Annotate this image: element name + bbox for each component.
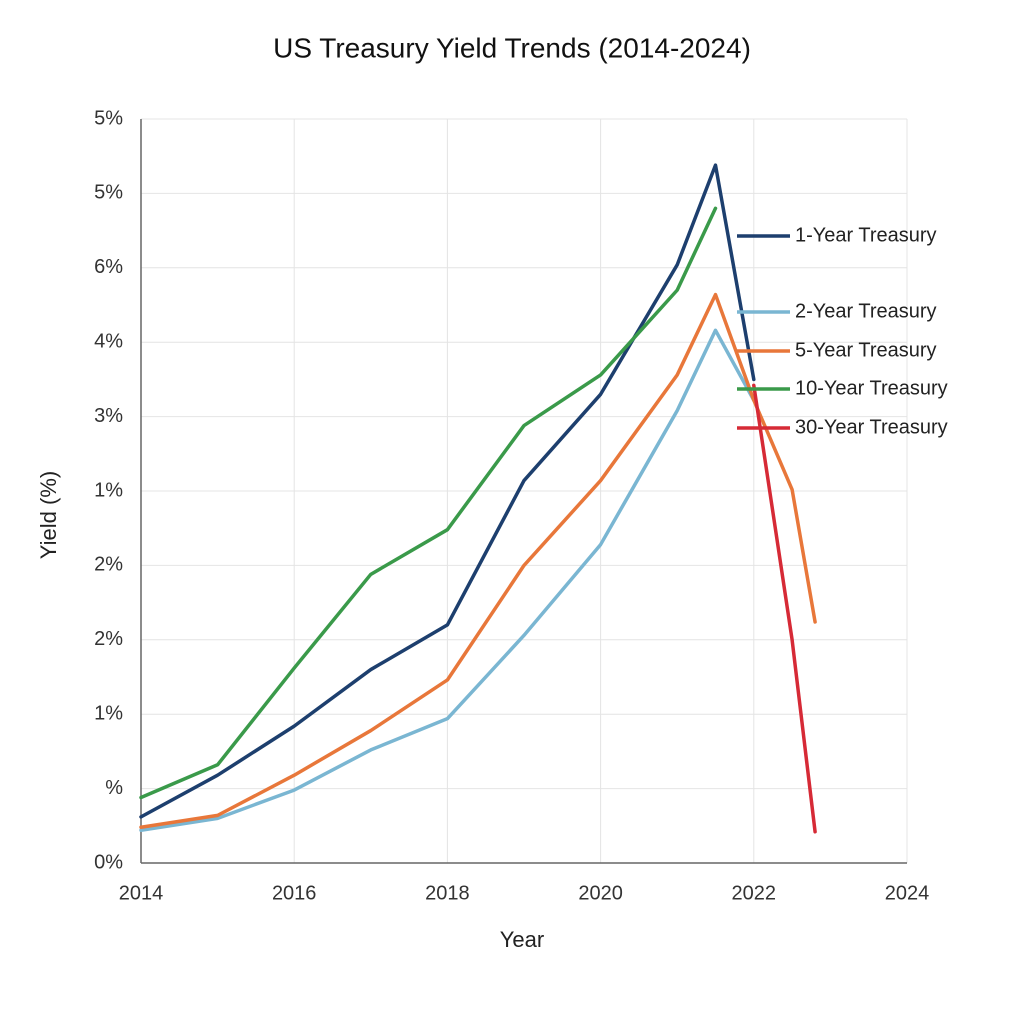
x-axis-label: Year bbox=[500, 927, 544, 952]
y-axis-label: Yield (%) bbox=[36, 471, 61, 559]
y-tick-label: 0% bbox=[94, 851, 123, 873]
legend-label: 30-Year Treasury bbox=[795, 416, 948, 438]
y-tick-label: 2% bbox=[94, 628, 123, 650]
y-tick-label: 2% bbox=[94, 554, 123, 576]
x-tick-label: 2024 bbox=[885, 882, 930, 904]
y-tick-label: 1% bbox=[94, 479, 123, 501]
series-line bbox=[752, 383, 817, 834]
legend-label: 2-Year Treasury bbox=[795, 300, 937, 322]
x-tick-label: 2022 bbox=[732, 882, 777, 904]
legend-label: 5-Year Treasury bbox=[795, 339, 937, 361]
series-line bbox=[139, 163, 756, 819]
y-tick-label: 1% bbox=[94, 702, 123, 724]
x-tick-label: 2018 bbox=[425, 882, 470, 904]
series-line bbox=[139, 206, 718, 800]
series-line bbox=[139, 292, 817, 830]
series-line bbox=[139, 328, 756, 833]
x-tick-label: 2014 bbox=[119, 882, 164, 904]
y-tick-label: % bbox=[105, 777, 123, 799]
legend-label: 10-Year Treasury bbox=[795, 377, 948, 399]
y-tick-label: 3% bbox=[94, 405, 123, 427]
chart-title: US Treasury Yield Trends (2014-2024) bbox=[273, 32, 751, 63]
y-tick-label: 6% bbox=[94, 256, 123, 278]
y-tick-label: 5% bbox=[94, 182, 123, 204]
y-tick-label: 5% bbox=[94, 107, 123, 129]
legend-label: 1-Year Treasury bbox=[795, 224, 937, 246]
x-tick-label: 2020 bbox=[578, 882, 623, 904]
y-tick-label: 4% bbox=[94, 330, 123, 352]
x-tick-label: 2016 bbox=[272, 882, 317, 904]
